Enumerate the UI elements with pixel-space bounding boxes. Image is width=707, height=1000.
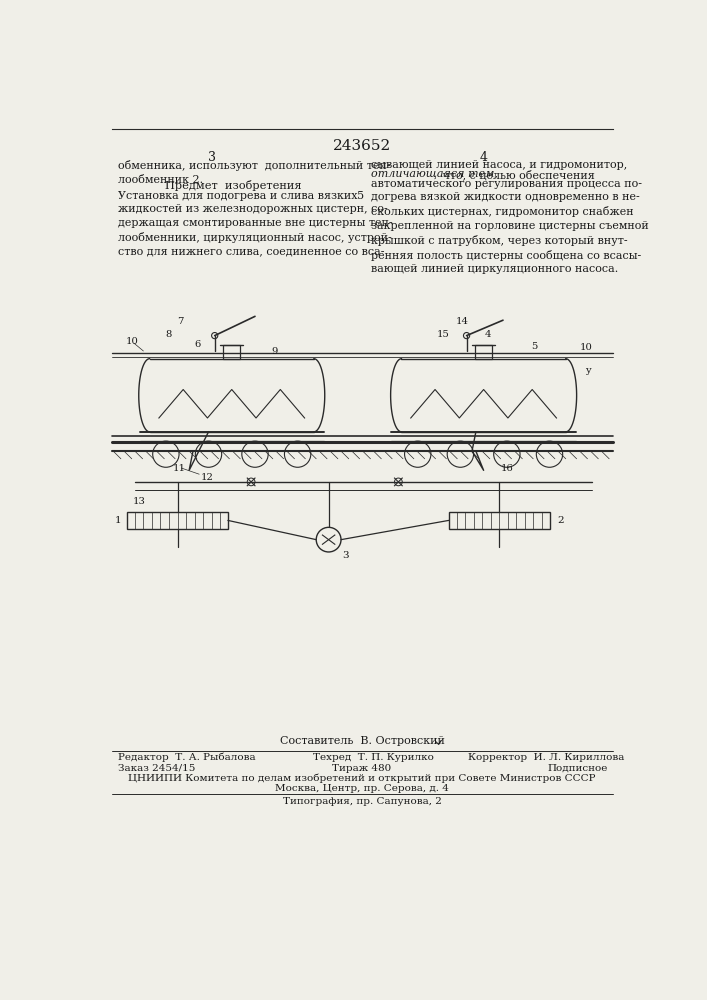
Text: 9: 9 [271, 347, 278, 356]
Bar [223, 345, 240, 359]
Text: Техред  Т. П. Курилко: Техред Т. П. Курилко [313, 753, 434, 762]
Text: 3: 3 [209, 151, 216, 164]
Text: 10: 10 [125, 337, 138, 346]
Text: что, с целью обеспечения: что, с целью обеспечения [440, 169, 595, 180]
Text: 12: 12 [201, 473, 214, 482]
Text: 11: 11 [173, 464, 185, 473]
Text: 15: 15 [437, 330, 450, 339]
Text: Типография, пр. Сапунова, 2: Типография, пр. Сапунова, 2 [283, 797, 441, 806]
Text: 5: 5 [357, 191, 364, 201]
Text: автоматического регулирования процесса по-
догрева вязкой жидкости одновременно : автоматического регулирования процесса п… [371, 179, 649, 274]
Text: Предмет  изобретения: Предмет изобретения [165, 180, 302, 191]
Text: 5: 5 [531, 342, 537, 351]
Text: 10: 10 [580, 343, 592, 352]
Text: 16: 16 [501, 464, 513, 473]
Text: 13: 13 [132, 497, 145, 506]
Text: 3: 3 [342, 551, 349, 560]
Text: 7: 7 [177, 317, 184, 326]
Text: обменника, используют  дополнительный теп-
лообменник 2.: обменника, используют дополнительный теп… [118, 160, 390, 185]
Text: 4: 4 [479, 151, 488, 164]
Text: отличающаяся тем,: отличающаяся тем, [371, 169, 498, 179]
Text: 243652: 243652 [333, 139, 391, 153]
Text: Тираж 480: Тираж 480 [332, 764, 392, 773]
Bar [127, 512, 228, 529]
Text: Редактор  Т. А. Рыбалова: Редактор Т. А. Рыбалова [118, 753, 255, 762]
Text: Установка для подогрева и слива вязких
жидкостей из железнодорожных цистерн, со-: Установка для подогрева и слива вязких ж… [118, 191, 392, 257]
Text: Заказ 2454/15: Заказ 2454/15 [118, 764, 195, 773]
Text: Корректор  И. Л. Кириллова: Корректор И. Л. Кириллова [468, 753, 624, 762]
Bar [475, 345, 492, 359]
Text: 14: 14 [455, 317, 469, 326]
Text: 6: 6 [194, 340, 201, 349]
Text: 1: 1 [115, 516, 121, 525]
Text: y: y [585, 366, 590, 375]
Text: 8: 8 [165, 330, 171, 339]
Text: сывающей линией насоса, и гидромонитор,: сывающей линией насоса, и гидромонитор, [371, 160, 628, 170]
Text: ЦНИИПИ Комитета по делам изобретений и открытий при Совете Министров СССР: ЦНИИПИ Комитета по делам изобретений и о… [128, 774, 596, 783]
Text: Составитель  В. Островский: Составитель В. Островский [279, 736, 445, 746]
Text: Москва, Центр, пр. Серова, д. 4: Москва, Центр, пр. Серова, д. 4 [275, 784, 449, 793]
Bar [449, 512, 549, 529]
Text: Подписное: Подписное [547, 764, 607, 773]
Text: 2: 2 [558, 516, 564, 525]
Text: 4: 4 [484, 330, 491, 339]
